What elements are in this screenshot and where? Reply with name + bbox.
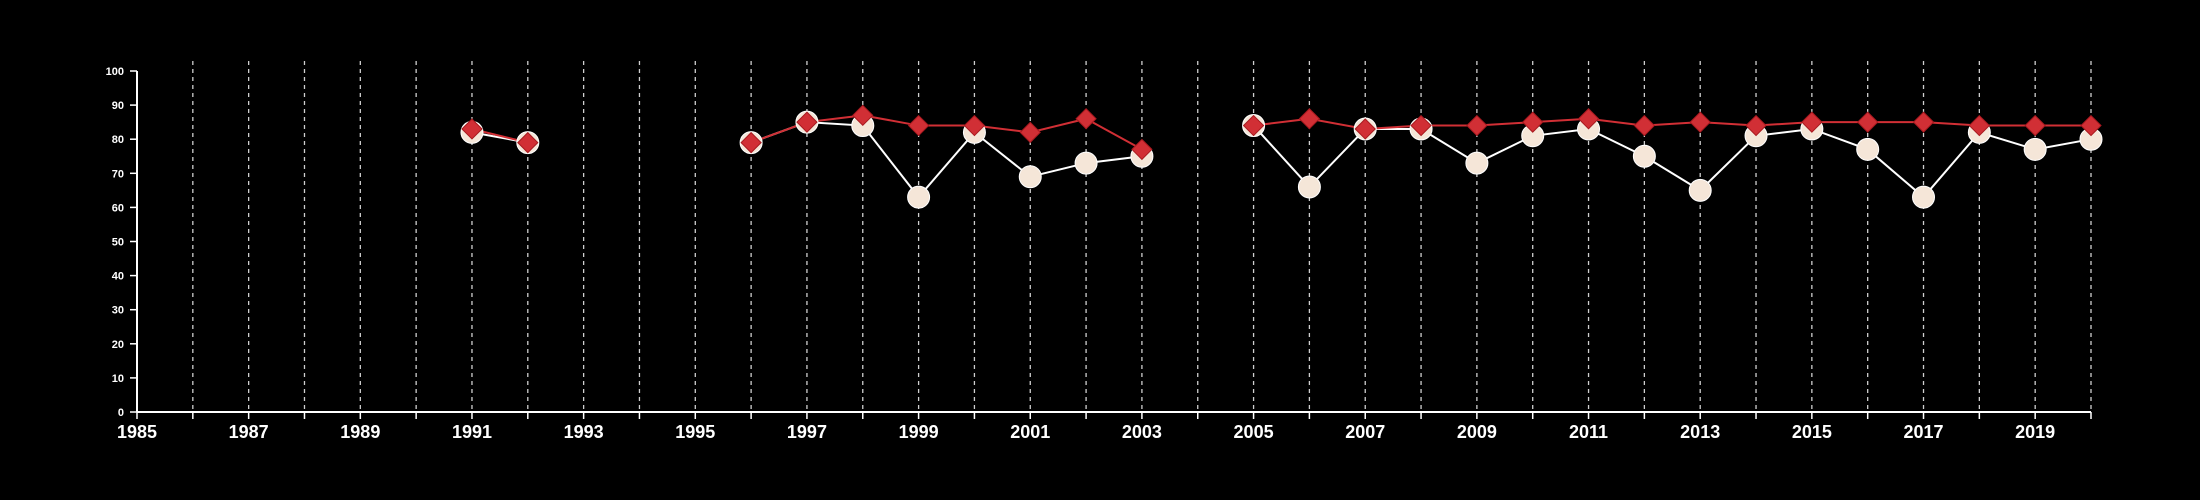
series-circle-point bbox=[907, 185, 931, 209]
x-tick-label: 1987 bbox=[229, 422, 269, 442]
series-diamond-point bbox=[1354, 118, 1376, 140]
x-tick-label: 1999 bbox=[899, 422, 939, 442]
series-diamond-point bbox=[1019, 121, 1041, 144]
series-diamond-point bbox=[796, 111, 818, 133]
series-diamond-point bbox=[1131, 138, 1153, 161]
y-tick-label: 90 bbox=[112, 100, 124, 112]
series-diamond-point bbox=[852, 104, 874, 127]
series-diamond-point bbox=[907, 114, 930, 137]
grid-layer bbox=[192, 61, 2092, 412]
series-circle-point bbox=[1688, 178, 1712, 202]
series-diamond-point bbox=[1466, 114, 1488, 137]
series-circle-point bbox=[1018, 165, 1042, 189]
x-tick-label: 1995 bbox=[675, 422, 715, 442]
series-circle-point bbox=[1632, 144, 1656, 168]
series-circle-point bbox=[1465, 151, 1489, 175]
y-tick-label: 20 bbox=[112, 339, 124, 351]
y-tick-label: 40 bbox=[112, 271, 124, 283]
axis-layer: 1985 1987 1989 1991 1993 1995 1997 1999 2001 2003… bbox=[106, 66, 2092, 442]
y-tick-label: 80 bbox=[112, 134, 124, 146]
series-diamond-point bbox=[461, 118, 483, 140]
series-diamond-point bbox=[2024, 114, 2046, 137]
series-diamond-point bbox=[740, 131, 762, 154]
x-tick-label: 2009 bbox=[1457, 422, 1497, 442]
x-tick-label: 2017 bbox=[1903, 422, 1943, 442]
series-diamond-line bbox=[1253, 117, 2091, 130]
series-layer bbox=[460, 104, 2103, 209]
x-tick-label: 2011 bbox=[1569, 422, 1608, 442]
x-tick-label: 1993 bbox=[564, 422, 604, 442]
y-tick-label: 60 bbox=[112, 202, 124, 214]
y-tick-label: 50 bbox=[112, 237, 124, 249]
series-diamond-point bbox=[963, 114, 986, 137]
x-tick-label: 2019 bbox=[2015, 422, 2055, 442]
series-diamond-point bbox=[1745, 114, 1767, 137]
series-diamond-point bbox=[1410, 114, 1432, 137]
y-tick-label: 10 bbox=[112, 373, 124, 385]
x-tick-label: 2013 bbox=[1680, 422, 1720, 442]
series-circle-point bbox=[1297, 175, 1321, 199]
series-diamond-point bbox=[517, 131, 539, 154]
series-circle-point bbox=[1912, 185, 1936, 209]
x-tick-label: 2005 bbox=[1234, 422, 1274, 442]
y-tick-label: 100 bbox=[106, 66, 124, 78]
series-diamond-point bbox=[2080, 114, 2102, 137]
series-diamond-point bbox=[1856, 111, 1879, 133]
x-tick-label: 1997 bbox=[787, 422, 827, 442]
series-diamond-point bbox=[1633, 114, 1656, 137]
x-tick-label: 2003 bbox=[1122, 422, 1162, 442]
x-tick-label: 1985 bbox=[117, 422, 157, 442]
series-diamond-point bbox=[1689, 111, 1711, 133]
x-tick-label: 1991 bbox=[452, 422, 492, 442]
x-tick-label: 2015 bbox=[1792, 422, 1832, 442]
series-circle-point bbox=[1856, 137, 1880, 161]
series-diamond-point bbox=[1075, 108, 1097, 130]
series-circle-point bbox=[2023, 137, 2047, 161]
series-diamond-point bbox=[1298, 108, 1321, 130]
x-tick-label: 2007 bbox=[1345, 422, 1385, 442]
series-diamond-point bbox=[1912, 111, 1935, 133]
series-diamond-point bbox=[1522, 111, 1544, 133]
series-diamond-point bbox=[1577, 108, 1600, 130]
y-tick-label: 0 bbox=[118, 407, 124, 419]
series-circle-line bbox=[1252, 124, 2092, 199]
series-circle-point bbox=[1074, 151, 1098, 175]
y-tick-label: 70 bbox=[112, 168, 124, 180]
y-tick-label: 30 bbox=[112, 305, 124, 317]
x-tick-label: 2001 bbox=[1010, 422, 1050, 442]
x-tick-label: 1989 bbox=[340, 422, 380, 442]
series-diamond-point bbox=[1801, 111, 1823, 133]
series-diamond-point bbox=[1968, 114, 1991, 137]
series-diamond-point bbox=[1242, 114, 1265, 137]
